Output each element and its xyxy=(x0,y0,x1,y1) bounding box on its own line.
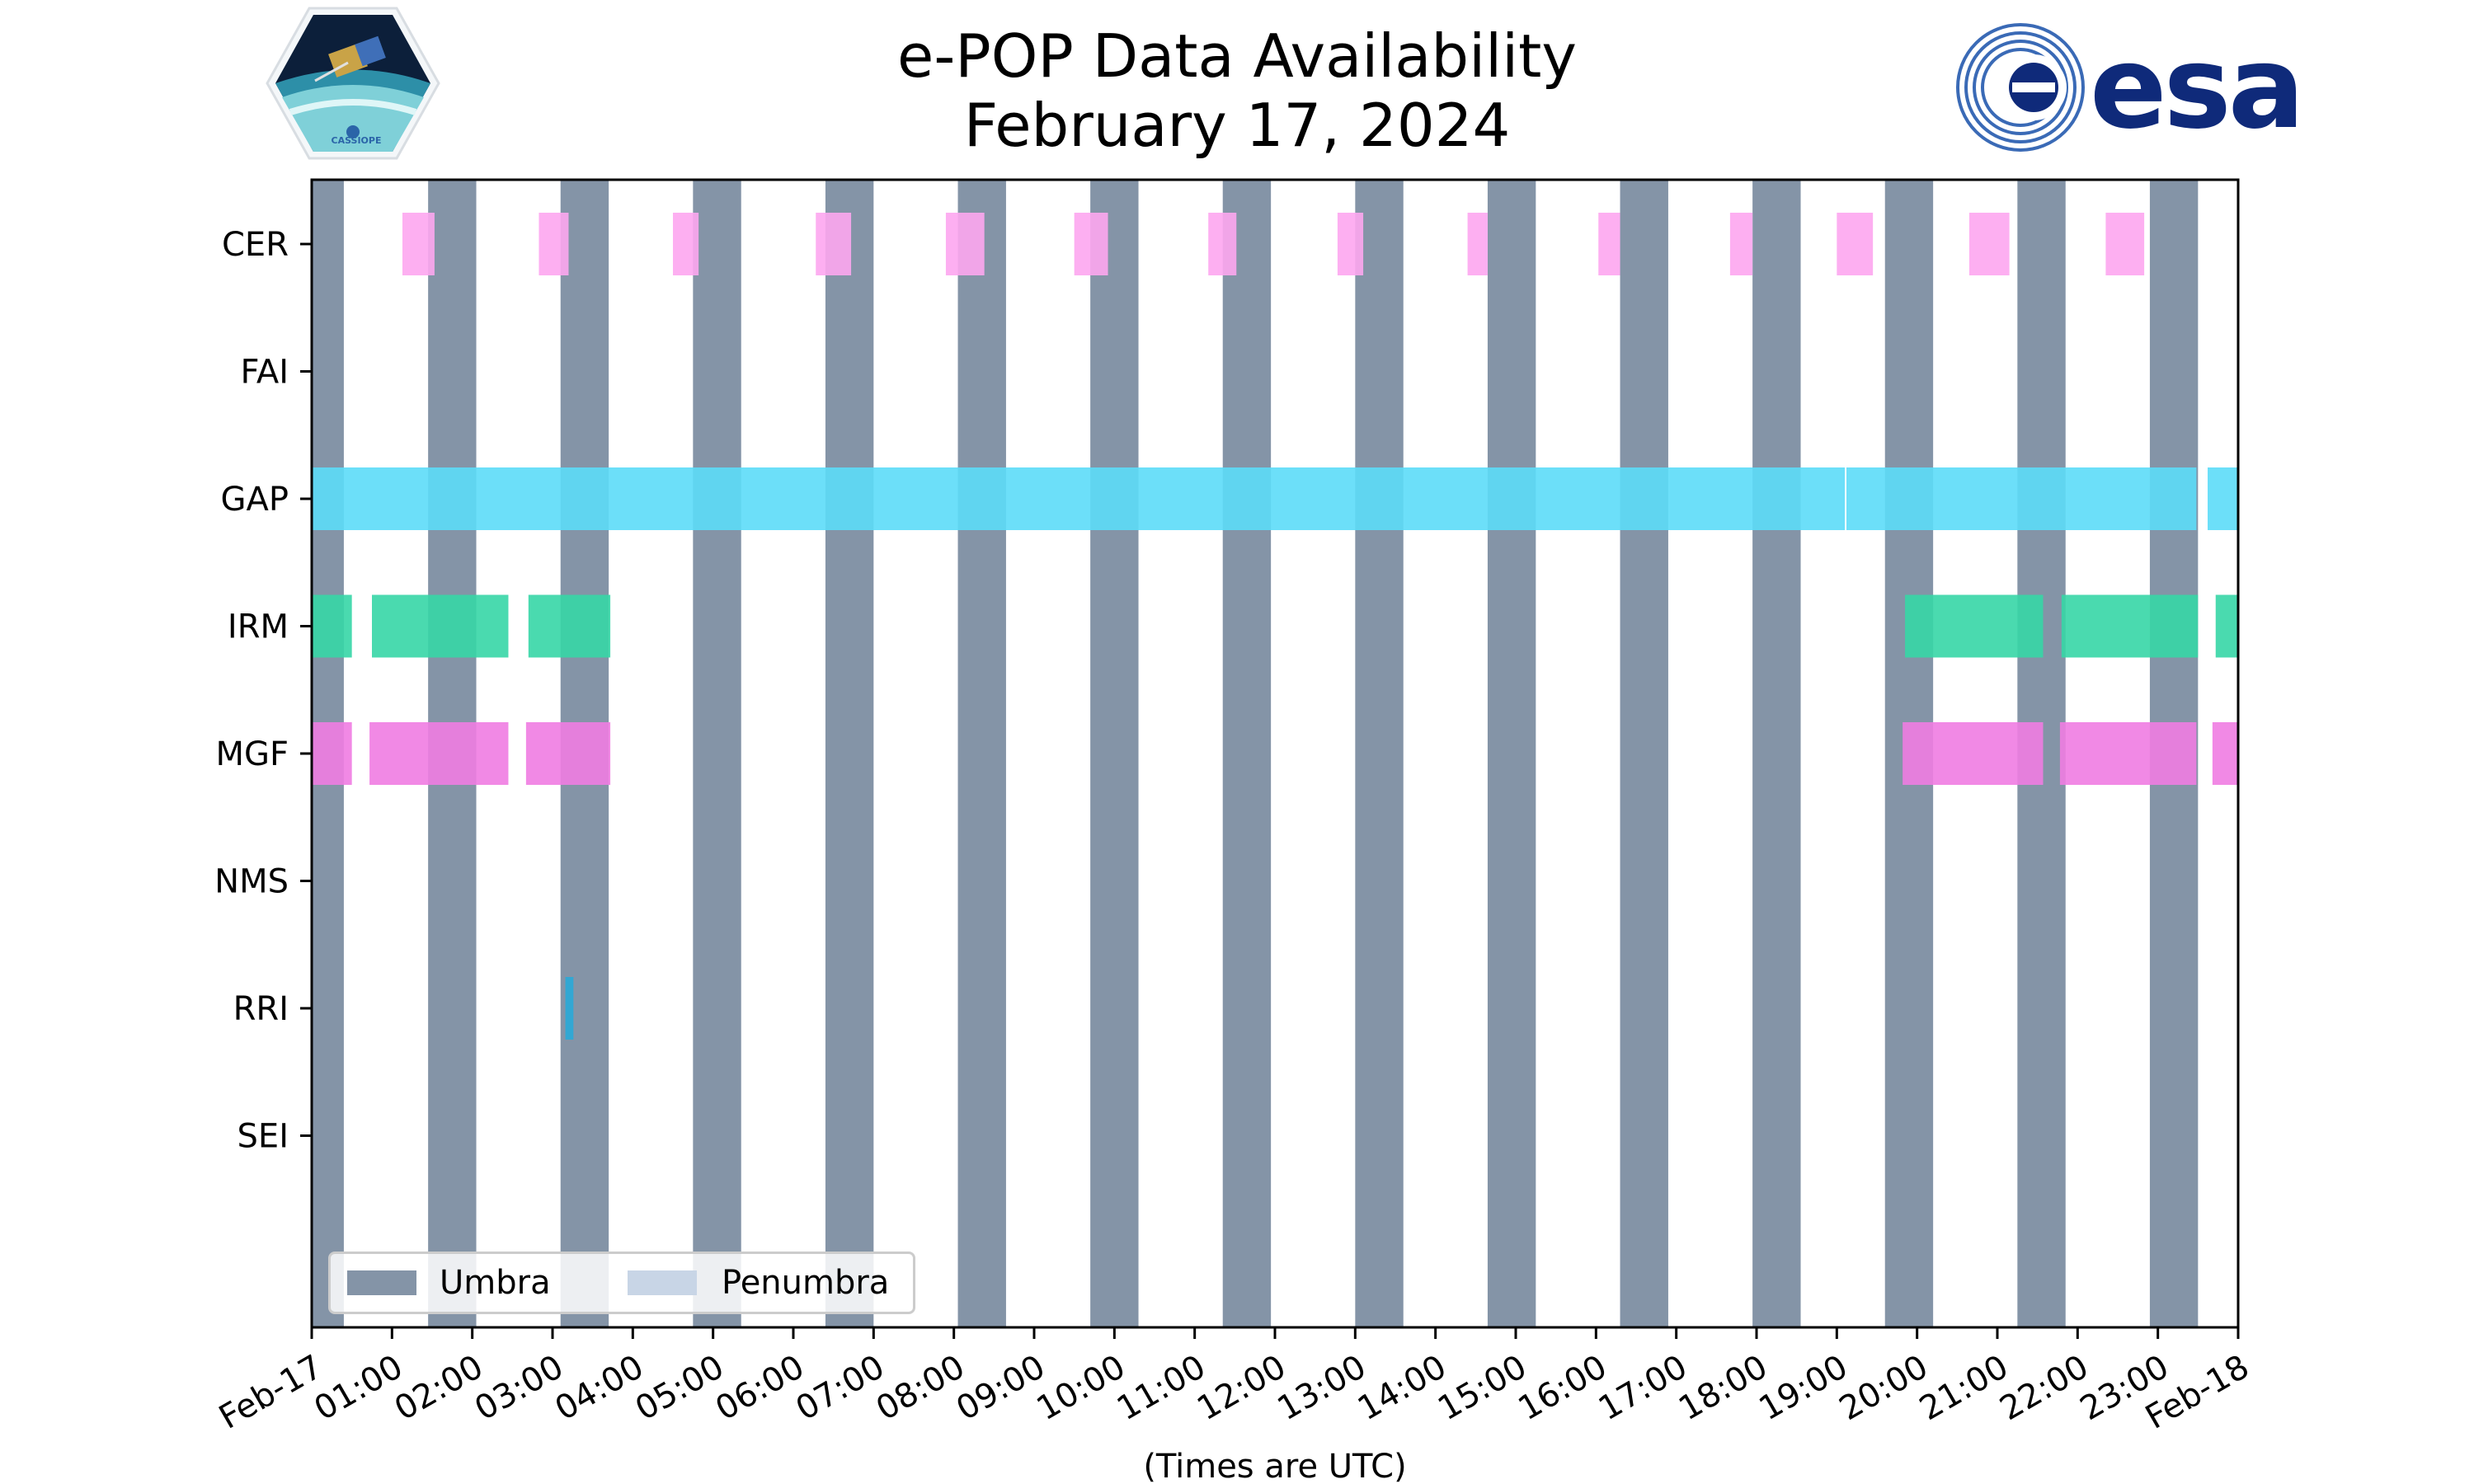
legend-umbra-label: Umbra xyxy=(440,1264,551,1302)
x-tick-label-13: 13:00 xyxy=(1271,1348,1372,1428)
x-tick-label-2: 02:00 xyxy=(388,1348,490,1428)
bar-irm-1 xyxy=(372,594,509,658)
bar-cer-8 xyxy=(1467,213,1488,275)
chart-title-line-2: February 17, 2024 xyxy=(963,91,1511,160)
bar-cer-4 xyxy=(945,213,985,275)
x-tick-label-20: 20:00 xyxy=(1833,1348,1935,1428)
x-tick-label-22: 22:00 xyxy=(1993,1348,2095,1428)
legend: Umbra Penumbra xyxy=(328,1252,915,1314)
bar-cer-6 xyxy=(1208,213,1237,275)
bar-mgf-2 xyxy=(525,722,611,785)
y-tick-label-mgf: MGF xyxy=(215,735,289,773)
bar-cer-0 xyxy=(402,213,435,275)
y-tick-label-gap: GAP xyxy=(221,481,289,519)
umbra-band-9 xyxy=(1487,180,1536,1327)
bar-gap-0 xyxy=(312,467,1846,530)
esa-logo: esa xyxy=(1954,21,2305,154)
bar-cer-9 xyxy=(1598,213,1620,275)
umbra-layer xyxy=(312,180,2199,1327)
x-tick-label-10: 10:00 xyxy=(1030,1348,1131,1428)
x-tick-label-1: 01:00 xyxy=(308,1348,409,1428)
bar-irm-2 xyxy=(528,594,611,658)
y-tick-label-sei: SEI xyxy=(238,1118,289,1156)
x-tick-label-7: 07:00 xyxy=(789,1348,891,1428)
bar-mgf-0 xyxy=(312,722,352,785)
x-tick-label-17: 17:00 xyxy=(1592,1348,1694,1428)
x-tick-label-9: 09:00 xyxy=(950,1348,1051,1428)
bar-mgf-3 xyxy=(1903,722,2044,785)
x-axis: Feb-1701:0002:0003:0004:0005:0006:0007:0… xyxy=(213,1327,2255,1437)
x-tick-label-5: 05:00 xyxy=(629,1348,731,1428)
legend-penumbra-label: Penumbra xyxy=(722,1264,890,1302)
bar-irm-3 xyxy=(1905,594,2044,658)
bar-cer-3 xyxy=(816,213,852,275)
bar-rri-0 xyxy=(565,977,574,1040)
x-tick-label-11: 11:00 xyxy=(1111,1348,1212,1428)
bar-mgf-5 xyxy=(2212,722,2238,785)
legend-umbra-swatch xyxy=(347,1270,416,1295)
umbra-band-8 xyxy=(1355,180,1404,1327)
data-bars-layer xyxy=(312,213,2238,1040)
x-tick-label-6: 06:00 xyxy=(709,1348,811,1428)
bar-cer-12 xyxy=(1968,213,2010,275)
bar-gap-2 xyxy=(2208,467,2238,530)
x-tick-label-8: 08:00 xyxy=(870,1348,971,1428)
bar-gap-1 xyxy=(1846,467,2197,530)
x-tick-label-15: 15:00 xyxy=(1432,1348,1533,1428)
x-tick-label-14: 14:00 xyxy=(1352,1348,1453,1428)
umbra-band-6 xyxy=(1090,180,1139,1327)
bar-cer-2 xyxy=(673,213,699,275)
y-tick-label-rri: RRI xyxy=(233,990,289,1028)
bar-mgf-4 xyxy=(2059,722,2197,785)
x-tick-label-19: 19:00 xyxy=(1752,1348,1854,1428)
bar-cer-10 xyxy=(1729,213,1753,275)
x-axis-label: (Times are UTC) xyxy=(1143,1448,1406,1484)
umbra-band-5 xyxy=(957,180,1006,1327)
esa-wordmark: esa xyxy=(2090,21,2305,154)
cassiope-logo: CASSIOPE xyxy=(266,7,440,160)
y-tick-label-cer: CER xyxy=(222,226,289,264)
umbra-band-11 xyxy=(1752,180,1801,1327)
x-tick-label-18: 18:00 xyxy=(1672,1348,1774,1428)
bar-cer-11 xyxy=(1837,213,1874,275)
bar-irm-5 xyxy=(2215,594,2238,658)
bar-irm-0 xyxy=(312,594,352,658)
bar-irm-4 xyxy=(2061,594,2199,658)
cassiope-logo-text: CASSIOPE xyxy=(331,135,382,146)
y-tick-label-irm: IRM xyxy=(228,608,289,646)
bar-mgf-1 xyxy=(369,722,509,785)
x-tick-label-21: 21:00 xyxy=(1913,1348,2015,1428)
umbra-band-10 xyxy=(1620,180,1668,1327)
x-tick-label-4: 04:00 xyxy=(548,1348,650,1428)
x-tick-label-12: 12:00 xyxy=(1191,1348,1292,1428)
bar-cer-1 xyxy=(539,213,569,275)
y-axis: CER FAI GAP IRM MGF NMS RRI SEI xyxy=(214,226,312,1156)
legend-penumbra-swatch xyxy=(628,1270,697,1295)
x-tick-label-3: 03:00 xyxy=(468,1348,570,1428)
x-tick-label-0: Feb-17 xyxy=(213,1348,329,1437)
bar-cer-13 xyxy=(2105,213,2145,275)
y-tick-label-fai: FAI xyxy=(241,354,289,392)
umbra-band-7 xyxy=(1222,180,1272,1327)
bar-cer-7 xyxy=(1337,213,1364,275)
y-tick-label-nms: NMS xyxy=(214,863,289,901)
umbra-band-3 xyxy=(693,180,741,1327)
umbra-band-4 xyxy=(825,180,874,1327)
chart-title-line-1: e-POP Data Availability xyxy=(897,21,1577,91)
x-tick-label-16: 16:00 xyxy=(1512,1348,1613,1428)
bar-cer-5 xyxy=(1074,213,1108,275)
